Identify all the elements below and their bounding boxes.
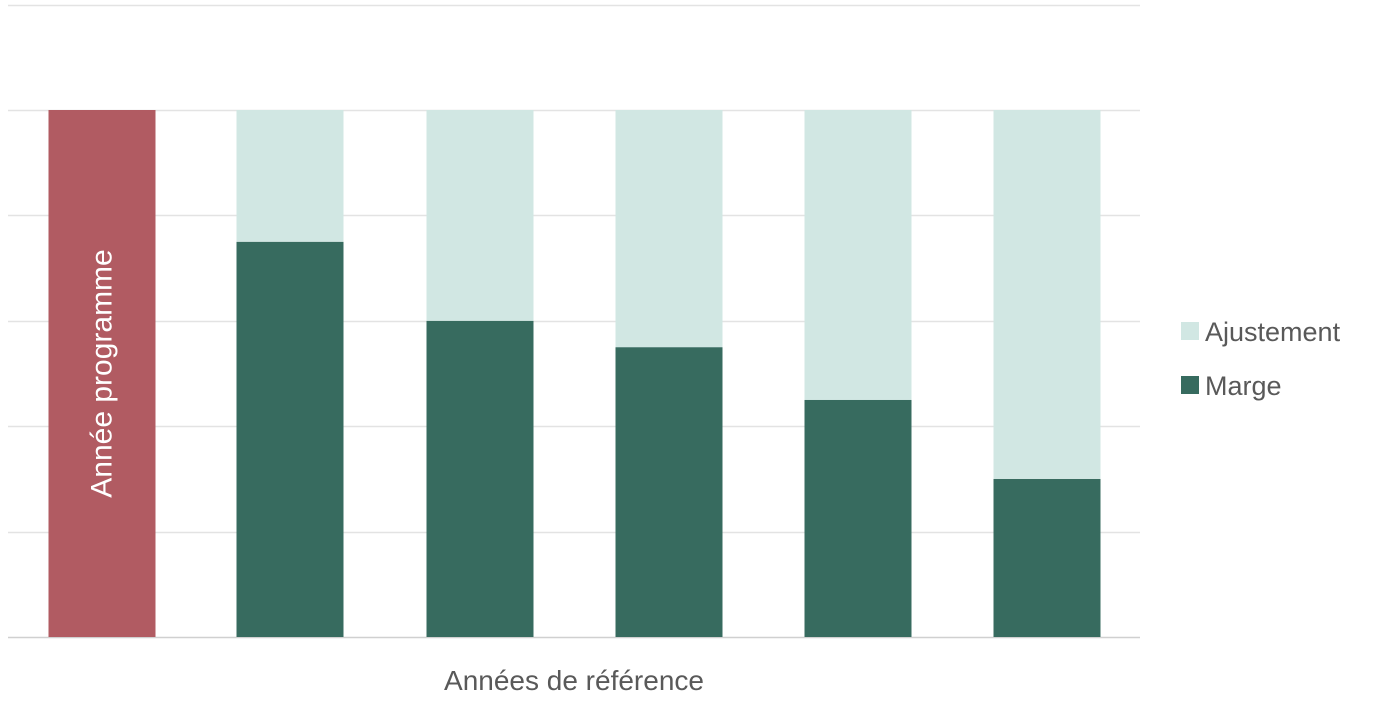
bar-marge-4	[804, 399, 912, 637]
bar-marge-5	[993, 478, 1101, 637]
bar-marge-3	[615, 347, 723, 637]
program-year-label: Année programme	[86, 249, 119, 497]
bar-ajustement-1	[236, 110, 344, 242]
legend: Ajustement Marge	[1181, 317, 1341, 401]
bar-ajustement-4	[804, 110, 912, 400]
bar-marge-2	[426, 320, 534, 637]
bar-ajustement-3	[615, 110, 723, 348]
legend-swatch-marge	[1181, 376, 1199, 394]
bar-program-year	[48, 110, 156, 637]
gridlines	[8, 4, 1140, 639]
x-axis-title: Années de référence	[444, 665, 704, 696]
legend-label-marge: Marge	[1205, 371, 1282, 401]
bars	[48, 110, 1101, 637]
bar-ajustement-2	[426, 110, 534, 321]
bar-marge-1	[236, 241, 344, 637]
legend-label-ajustement: Ajustement	[1205, 317, 1341, 347]
bar-ajustement-5	[993, 110, 1101, 479]
legend-swatch-ajustement	[1181, 322, 1199, 340]
